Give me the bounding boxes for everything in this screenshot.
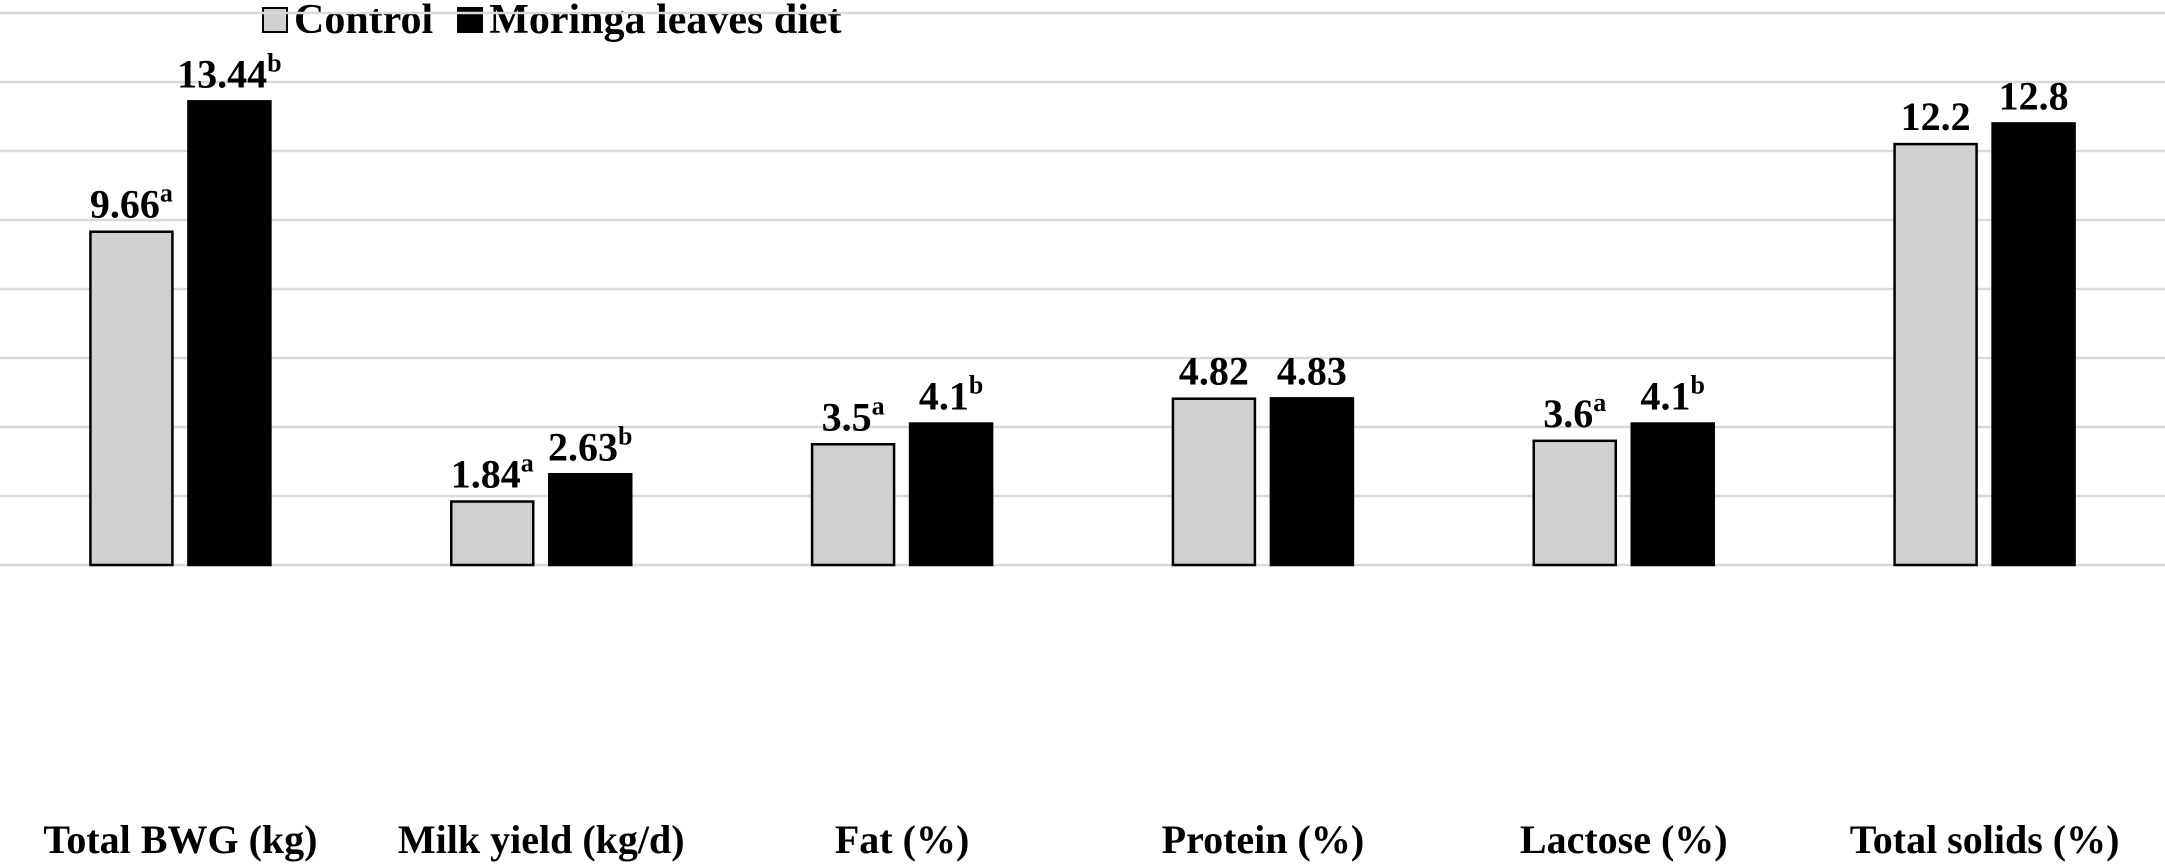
category-label-protein: Protein (%) — [1162, 817, 1365, 862]
bar-control-total-solids — [1893, 142, 1978, 567]
category-label-lactose: Lactose (%) — [1520, 817, 1728, 862]
value-label-moringa-leaves-diet-fat: 4.1b — [919, 371, 983, 419]
legend-item-moringa: Moringa leaves diet — [457, 0, 842, 44]
value-label-moringa-leaves-diet-total-bwg-kg: 13.44b — [177, 48, 281, 96]
bar-moringa-leaves-diet-fat — [908, 422, 994, 567]
bar-control-lactose — [1532, 439, 1617, 567]
value-label-control-lactose: 3.6a — [1543, 388, 1606, 436]
legend-item-control: Control — [262, 0, 433, 44]
value-label-control-fat: 3.5a — [822, 391, 885, 439]
category-label-milk-yield-kg-d: Milk yield (kg/d) — [398, 817, 685, 862]
value-labels: 9.66a 13.44b 1.84a 2.63b 3.5a 4.1b 4.82 4.83 3.6… — [90, 48, 2069, 496]
value-label-moringa-leaves-diet-milk-yield-kg-d: 2.63b — [548, 421, 632, 469]
legend: Control Moringa leaves diet — [262, 0, 866, 43]
value-label-moringa-leaves-diet-protein: 4.83 — [1277, 348, 1347, 393]
bars — [89, 100, 2076, 567]
legend-label-moringa: Moringa leaves diet — [489, 0, 842, 43]
value-label-control-total-solids: 12.2 — [1901, 94, 1971, 139]
value-label-control-total-bwg-kg: 9.66a — [90, 179, 173, 227]
gridlines — [0, 11, 2165, 567]
category-label-fat: Fat (%) — [835, 817, 969, 862]
bar-moringa-leaves-diet-total-bwg-kg — [187, 100, 272, 567]
bar-control-milk-yield-kg-d — [450, 500, 535, 567]
value-label-control-protein: 4.82 — [1179, 349, 1249, 394]
bar-moringa-leaves-diet-total-solids — [1991, 122, 2076, 567]
legend-label-control: Control — [294, 0, 434, 43]
bar-moringa-leaves-diet-milk-yield-kg-d — [548, 473, 633, 567]
value-label-moringa-leaves-diet-total-solids: 12.8 — [1999, 73, 2069, 118]
category-label-total-solids: Total solids (%) — [1850, 817, 2120, 862]
bar-control-protein — [1171, 397, 1257, 567]
category-labels: Total BWG (kg) Milk yield (kg/d) Fat (%) Pr… — [43, 817, 2119, 862]
category-label-total-bwg-kg: Total BWG (kg) — [43, 817, 317, 862]
value-label-moringa-leaves-diet-lactose: 4.1b — [1641, 371, 1705, 419]
value-label-control-milk-yield-kg-d: 1.84a — [451, 449, 534, 497]
legend-swatch-moringa — [457, 7, 484, 33]
bar-moringa-leaves-diet-lactose — [1630, 422, 1715, 567]
bar-control-total-bwg-kg — [89, 230, 174, 567]
bar-moringa-leaves-diet-protein — [1269, 397, 1355, 567]
bar-control-fat — [810, 443, 896, 567]
legend-swatch-control — [262, 7, 288, 33]
